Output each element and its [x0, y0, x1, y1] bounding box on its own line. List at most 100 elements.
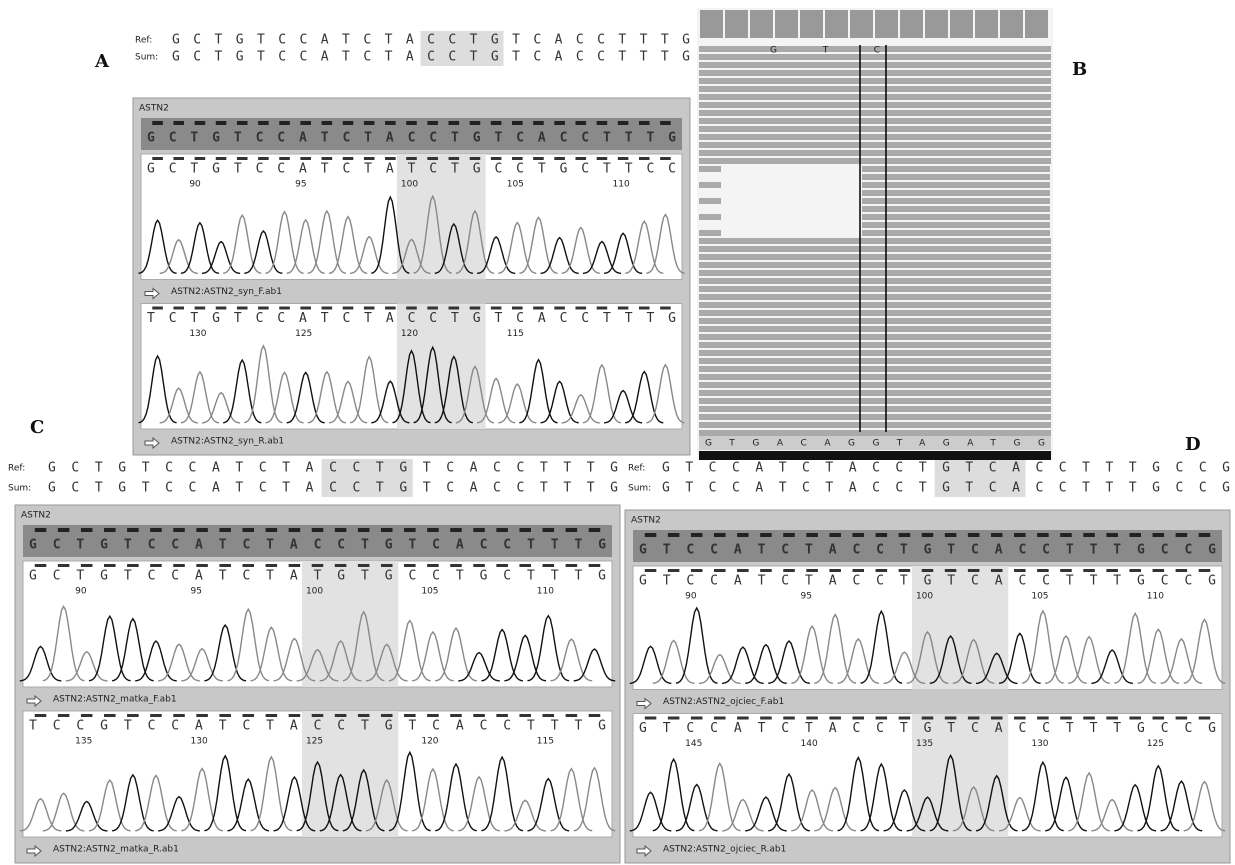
position-label: 95	[295, 180, 306, 190]
quality-dash	[385, 157, 396, 160]
ref-label: Ref:	[135, 36, 152, 46]
panel-label: A	[94, 51, 110, 72]
quality-dash	[1060, 533, 1072, 537]
quality-dash	[242, 564, 254, 567]
quality-dash	[806, 533, 818, 537]
coverage-block	[750, 10, 773, 38]
position-label: 140	[801, 739, 818, 749]
position-label: 145	[685, 739, 702, 749]
read-bar	[699, 414, 1051, 420]
quality-dash	[1129, 717, 1141, 720]
quality-dash	[1176, 533, 1188, 537]
quality-dash	[150, 714, 162, 717]
read-bar	[699, 94, 1051, 100]
quality-dash	[300, 307, 311, 310]
quality-dash	[639, 121, 650, 125]
quality-dash	[364, 121, 375, 125]
position-label: 125	[295, 329, 312, 339]
quality-dash	[258, 121, 269, 125]
quality-dash	[737, 717, 749, 720]
quality-dash	[991, 717, 1003, 720]
quality-dash	[714, 569, 726, 572]
quality-dash	[645, 533, 657, 537]
quality-dash	[852, 569, 864, 572]
coverage-block	[725, 10, 748, 38]
read-bar	[699, 102, 1051, 108]
quality-dash	[322, 157, 333, 160]
quality-dash	[1129, 533, 1141, 537]
coverage-block	[975, 10, 998, 38]
quality-dash	[876, 717, 888, 720]
quality-dash	[1176, 717, 1188, 720]
quality-dash	[660, 157, 671, 160]
file-name: ASTN2:ASTN2_matka_R.ab1	[53, 845, 179, 855]
quality-dash	[543, 564, 555, 567]
quality-dash	[806, 569, 818, 572]
quality-dash	[829, 569, 841, 572]
quality-dash	[783, 569, 795, 572]
quality-dash	[381, 528, 393, 532]
quality-dash	[575, 307, 586, 310]
ref-label: Ref:	[628, 464, 645, 474]
quality-dash	[876, 533, 888, 537]
quality-dash	[714, 717, 726, 720]
read-bar	[862, 174, 1050, 180]
position-label: 110	[1147, 592, 1164, 602]
quality-dash	[968, 533, 980, 537]
panel-label: B	[1072, 59, 1087, 80]
quality-dash	[150, 528, 162, 532]
quality-dash	[81, 528, 93, 532]
position-label: 115	[507, 329, 524, 339]
quality-dash	[335, 564, 347, 567]
quality-dash	[737, 569, 749, 572]
quality-dash	[173, 564, 185, 567]
quality-dash	[496, 528, 508, 532]
coverage-block	[850, 10, 873, 38]
quality-dash	[335, 528, 347, 532]
quality-dash	[760, 569, 772, 572]
quality-dash	[81, 714, 93, 717]
quality-dash	[899, 569, 911, 572]
file-name: ASTN2:ASTN2_ojciec_R.ab1	[663, 845, 786, 855]
position-label: 120	[401, 329, 418, 339]
quality-dash	[450, 528, 462, 532]
quality-dash	[258, 157, 269, 160]
quality-dash	[1176, 569, 1188, 572]
coverage-block	[1000, 10, 1023, 38]
quality-dash	[760, 717, 772, 720]
quality-dash	[289, 528, 301, 532]
quality-dash	[450, 564, 462, 567]
quality-dash	[58, 528, 70, 532]
quality-dash	[668, 717, 680, 720]
quality-dash	[806, 717, 818, 720]
quality-dash	[364, 157, 375, 160]
quality-dash	[427, 157, 438, 160]
quality-dash	[219, 714, 231, 717]
bottom-sequence: GTGACAGGTAGATGG	[705, 439, 1045, 449]
coverage-block	[950, 10, 973, 38]
panel-label: C	[30, 417, 44, 438]
quality-dash	[496, 714, 508, 717]
read-bar	[699, 110, 1051, 116]
quality-dash	[1129, 569, 1141, 572]
quality-dash	[358, 528, 370, 532]
quality-dash	[597, 121, 608, 125]
file-name: ASTN2:ASTN2_syn_F.ab1	[171, 287, 282, 297]
quality-dash	[1037, 717, 1049, 720]
read-bar	[699, 406, 1051, 412]
quality-dash	[266, 528, 278, 532]
quality-dash	[922, 569, 934, 572]
quality-dash	[312, 714, 324, 717]
read-bar	[699, 86, 1051, 92]
quality-dash	[543, 528, 555, 532]
position-label: 100	[916, 592, 933, 602]
read-bar	[699, 70, 1051, 76]
quality-dash	[991, 569, 1003, 572]
quality-dash	[150, 564, 162, 567]
read-bar	[699, 270, 1051, 276]
quality-dash	[968, 717, 980, 720]
quality-dash	[385, 307, 396, 310]
coverage-block	[800, 10, 823, 38]
quality-dash	[1083, 717, 1095, 720]
read-bar	[699, 78, 1051, 84]
